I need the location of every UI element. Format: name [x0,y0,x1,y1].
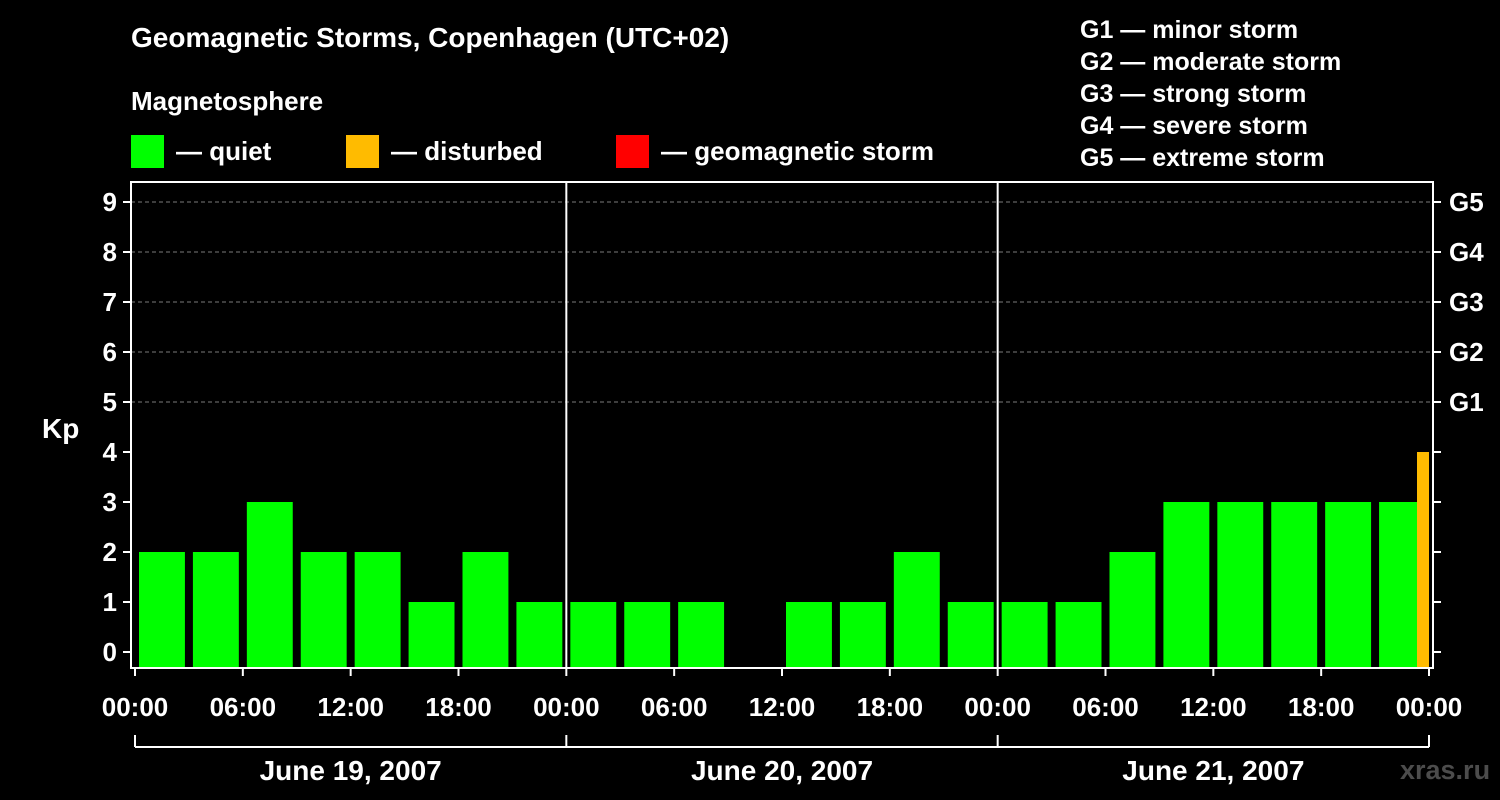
x-tick-label-9: 06:00 [1072,692,1139,722]
y-tick-label-9: 9 [103,187,117,217]
bar-10 [678,602,725,668]
bar-15 [947,602,994,668]
legend-quiet: — quiet [131,134,271,168]
bar-21 [1271,502,1318,668]
y-axis-label: Kp [42,413,79,444]
bar-4 [354,552,401,668]
storm-scale-legend: G1 — minor storm G2 — moderate storm G3 … [1080,14,1341,174]
storm-level-label-G3: G3 [1449,287,1484,317]
storm-scale-g1: G1 — minor storm [1080,16,1299,44]
bar-0 [139,552,185,668]
storm-level-label-G2: G2 [1449,337,1484,367]
y-tick-label-2: 2 [103,537,117,567]
day-label-2: June 21, 2007 [1122,755,1304,786]
y-tick-label-3: 3 [103,487,117,517]
x-tick-label-5: 06:00 [641,692,708,722]
bar-9 [624,602,671,668]
x-tick-label-1: 06:00 [210,692,277,722]
bar-24 [1417,452,1429,668]
magnetosphere-heading: Magnetosphere [131,86,324,116]
bar-3 [300,552,347,668]
day-label-1: June 20, 2007 [691,755,873,786]
bar-18 [1109,552,1156,668]
y-tick-label-1: 1 [103,587,117,617]
bar-8 [570,602,617,668]
legend-disturbed: — disturbed [346,134,543,168]
bar-16 [1001,602,1048,668]
bar-5 [408,602,455,668]
watermark: xras.ru [1400,755,1491,785]
x-tick-label-8: 00:00 [964,692,1031,722]
x-tick-label-2: 12:00 [317,692,384,722]
legend-quiet-label: — quiet [176,135,272,166]
storm-level-label-G4: G4 [1449,237,1484,267]
bar-13 [839,602,886,668]
bar-2 [246,502,293,668]
x-tick-label-4: 00:00 [533,692,600,722]
bar-12 [786,602,832,668]
bar-22 [1325,502,1372,668]
legend-storm-swatch [616,134,649,168]
x-tick-label-11: 18:00 [1288,692,1355,722]
y-tick-label-7: 7 [103,287,117,317]
y-tick-label-6: 6 [103,337,117,367]
bar-17 [1055,602,1102,668]
bar-6 [462,552,509,668]
day-label-0: June 19, 2007 [260,755,442,786]
y-tick-label-4: 4 [103,437,118,467]
legend-disturbed-swatch [346,134,379,168]
chart-title: Geomagnetic Storms, Copenhagen (UTC+02) [131,22,730,53]
bar-14 [893,552,940,668]
y-tick-label-0: 0 [103,637,117,667]
storm-scale-g4: G4 — severe storm [1080,112,1308,140]
x-tick-label-12: 00:00 [1396,692,1463,722]
y-tick-label-8: 8 [103,237,117,267]
bar-1 [192,552,239,668]
x-tick-label-7: 18:00 [857,692,924,722]
storm-level-label-G1: G1 [1449,387,1484,417]
x-tick-label-10: 12:00 [1180,692,1247,722]
storm-scale-g5: G5 — extreme storm [1080,144,1325,172]
x-tick-label-0: 00:00 [102,692,169,722]
x-tick-label-6: 12:00 [749,692,816,722]
bar-20 [1217,502,1264,668]
legend-disturbed-label: — disturbed [391,135,543,166]
legend-storm-label: — geomagnetic storm [661,135,935,166]
storm-level-label-G5: G5 [1449,187,1484,217]
bar-19 [1163,502,1210,668]
legend-quiet-swatch [131,134,164,168]
y-tick-label-5: 5 [103,387,117,417]
bar-7 [516,602,563,668]
storm-scale-g2: G2 — moderate storm [1080,48,1342,76]
legend-storm: — geomagnetic storm [616,134,934,168]
x-tick-label-3: 18:00 [425,692,492,722]
storm-scale-g3: G3 — strong storm [1080,80,1307,108]
